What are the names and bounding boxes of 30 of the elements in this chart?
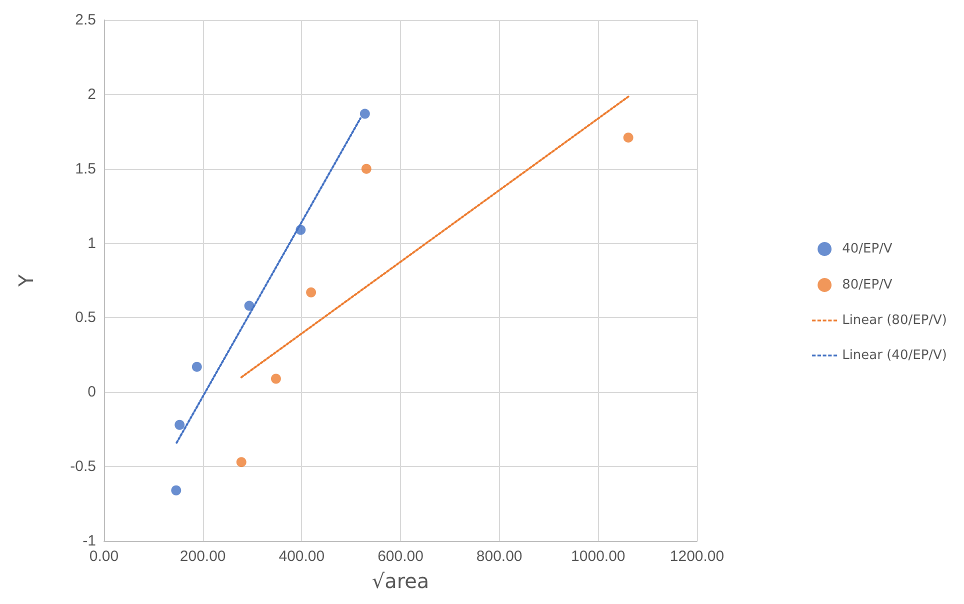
x-tick-label: 0.00	[89, 548, 119, 565]
x-tick-label: 400.00	[278, 548, 325, 565]
point	[236, 457, 246, 468]
point	[270, 374, 281, 384]
y-axis-title: Y	[14, 274, 38, 288]
y-tick-label: 1	[88, 234, 96, 252]
y-tick-label: -1	[82, 532, 96, 550]
legend-label: Linear (40/EP/V)	[842, 348, 948, 363]
x-tick-label: 800.00	[476, 548, 522, 565]
legend-label: 40/EP/V	[842, 242, 892, 256]
point	[361, 164, 372, 174]
legend-label: Linear (80/EP/V)	[842, 313, 948, 328]
y-tick-label: -0.5	[70, 458, 96, 476]
y-tick-label: 0.5	[75, 309, 96, 326]
point	[623, 132, 634, 143]
x-tick-label: 600.00	[378, 548, 424, 565]
point	[192, 362, 202, 372]
point	[306, 287, 316, 298]
legend-label: 80/EP/V	[842, 278, 892, 292]
x-axis-title: √area	[372, 569, 430, 593]
x-tick-label: 200.00	[180, 548, 226, 565]
point	[174, 420, 185, 430]
y-tick-label: 0	[88, 384, 96, 401]
x-tick-label: 1000.00	[571, 548, 626, 565]
y-tick-label: 2.5	[75, 12, 96, 28]
y-tick-label: 1.5	[75, 160, 96, 178]
point	[360, 108, 370, 119]
x-tick-label: 1200.00	[670, 548, 724, 565]
point	[171, 485, 182, 496]
y-tick-label: 2	[88, 86, 96, 103]
